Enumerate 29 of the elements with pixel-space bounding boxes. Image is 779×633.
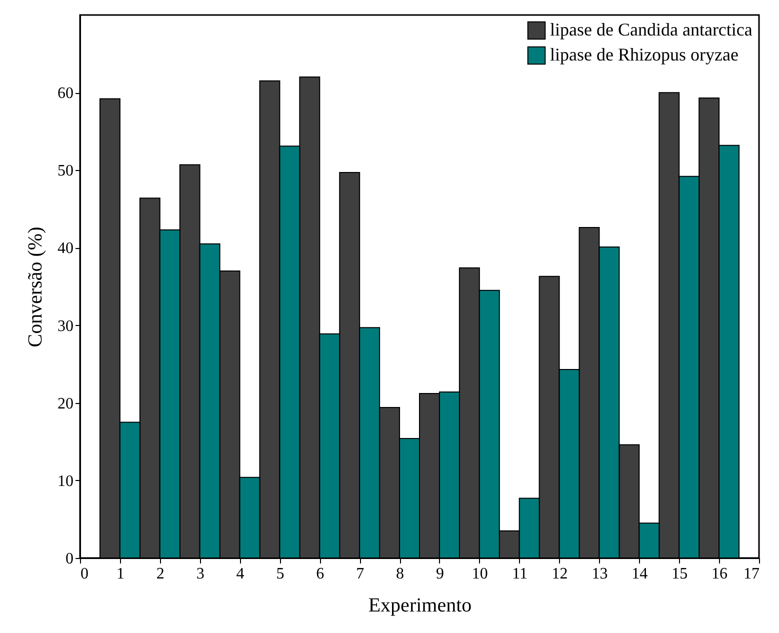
- x-tick-label: 17: [744, 566, 760, 582]
- y-tick-label: 0: [66, 550, 74, 568]
- x-tick-label: 0: [80, 566, 88, 582]
- x-tick-label: 8: [396, 566, 404, 582]
- x-tick-label: 13: [592, 566, 608, 582]
- x-tick-label: 4: [236, 566, 244, 582]
- y-tick-label: 30: [58, 318, 74, 335]
- legend-label: lipase de Rhizopus oryzae: [550, 44, 738, 64]
- y-tick-label: 10: [58, 472, 74, 490]
- x-tick-label: 6: [316, 566, 324, 582]
- x-tick-label: 7: [356, 566, 364, 582]
- x-tick-label: 3: [196, 566, 204, 582]
- x-tick-label: 16: [712, 566, 728, 582]
- y-tick-label: 50: [58, 162, 74, 180]
- x-tick-label: 15: [672, 566, 688, 582]
- legend-label: lipase de Candida antarctica: [550, 20, 752, 40]
- x-tick-label: 12: [552, 566, 568, 582]
- x-tick-label: 10: [472, 566, 488, 582]
- y-tick-label: 60: [58, 85, 74, 102]
- x-tick-label: 5: [276, 566, 284, 582]
- x-axis-title: Experimento: [368, 594, 472, 616]
- y-axis-title: Conversão (%): [24, 226, 46, 348]
- x-tick-label: 11: [512, 566, 528, 582]
- x-tick-label: 1: [116, 566, 124, 582]
- x-tick-label: 9: [436, 566, 444, 582]
- y-tick-label: 40: [58, 240, 74, 258]
- y-tick-label: 20: [58, 395, 74, 412]
- x-tick-label: 14: [632, 566, 648, 582]
- x-tick-label: 2: [156, 566, 164, 582]
